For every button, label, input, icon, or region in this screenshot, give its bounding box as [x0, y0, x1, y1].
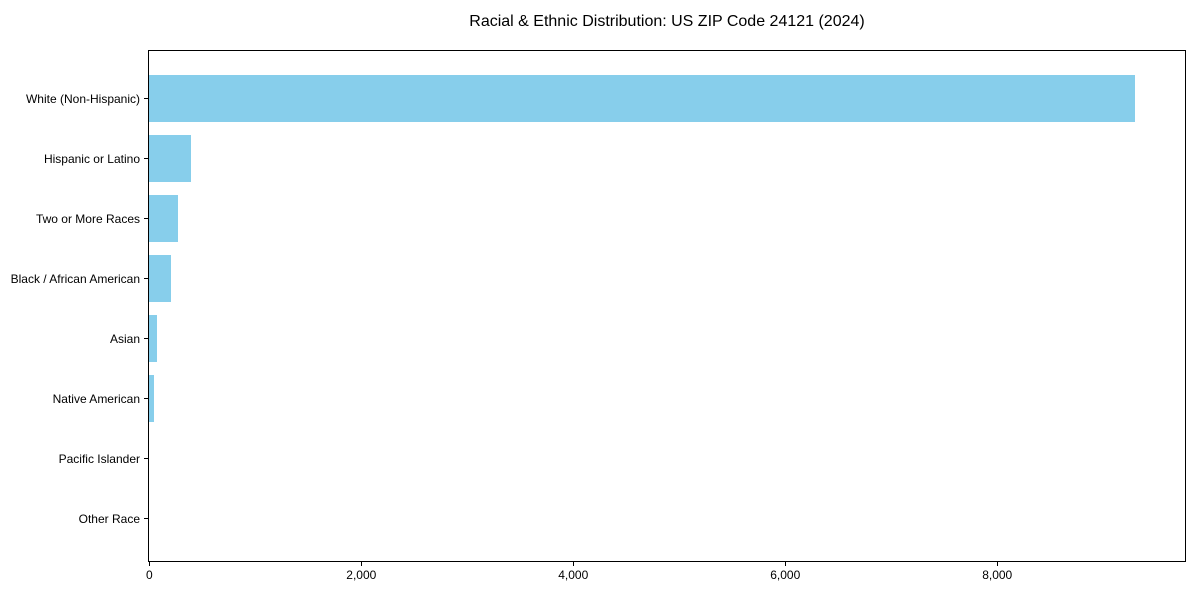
bar: [149, 75, 1135, 122]
y-tick-label: Native American: [52, 391, 140, 406]
y-tick-mark: [144, 398, 149, 400]
x-tick-mark: [360, 561, 362, 566]
plot-area: [148, 50, 1186, 562]
x-tick-label: 6,000: [770, 568, 801, 582]
y-tick-mark: [144, 518, 149, 520]
y-tick-mark: [144, 158, 149, 160]
x-tick-label: 2,000: [346, 568, 377, 582]
bar: [149, 375, 154, 422]
bar: [149, 315, 158, 362]
x-tick-mark: [148, 561, 150, 566]
y-tick-label: Other Race: [78, 511, 140, 526]
y-tick-mark: [144, 458, 149, 460]
y-tick-mark: [144, 98, 149, 100]
x-tick-mark: [784, 561, 786, 566]
y-tick-label: Black / African American: [10, 271, 140, 286]
y-tick-label: Pacific Islander: [58, 451, 140, 466]
y-tick-label: Asian: [109, 331, 140, 346]
y-tick-mark: [144, 218, 149, 220]
bar: [149, 255, 171, 302]
bar: [149, 195, 178, 242]
bar: [149, 135, 192, 182]
chart-title: Racial & Ethnic Distribution: US ZIP Cod…: [469, 13, 865, 30]
x-tick-mark: [996, 561, 998, 566]
y-tick-mark: [144, 278, 149, 280]
y-tick-mark: [144, 338, 149, 340]
y-tick-label: White (Non-Hispanic): [25, 91, 140, 106]
x-tick-label: 0: [145, 568, 153, 582]
y-tick-label: Hispanic or Latino: [43, 151, 140, 166]
x-tick-mark: [572, 561, 574, 566]
y-tick-label: Two or More Races: [35, 211, 140, 226]
x-tick-label: 4,000: [558, 568, 589, 582]
x-tick-label: 8,000: [982, 568, 1013, 582]
